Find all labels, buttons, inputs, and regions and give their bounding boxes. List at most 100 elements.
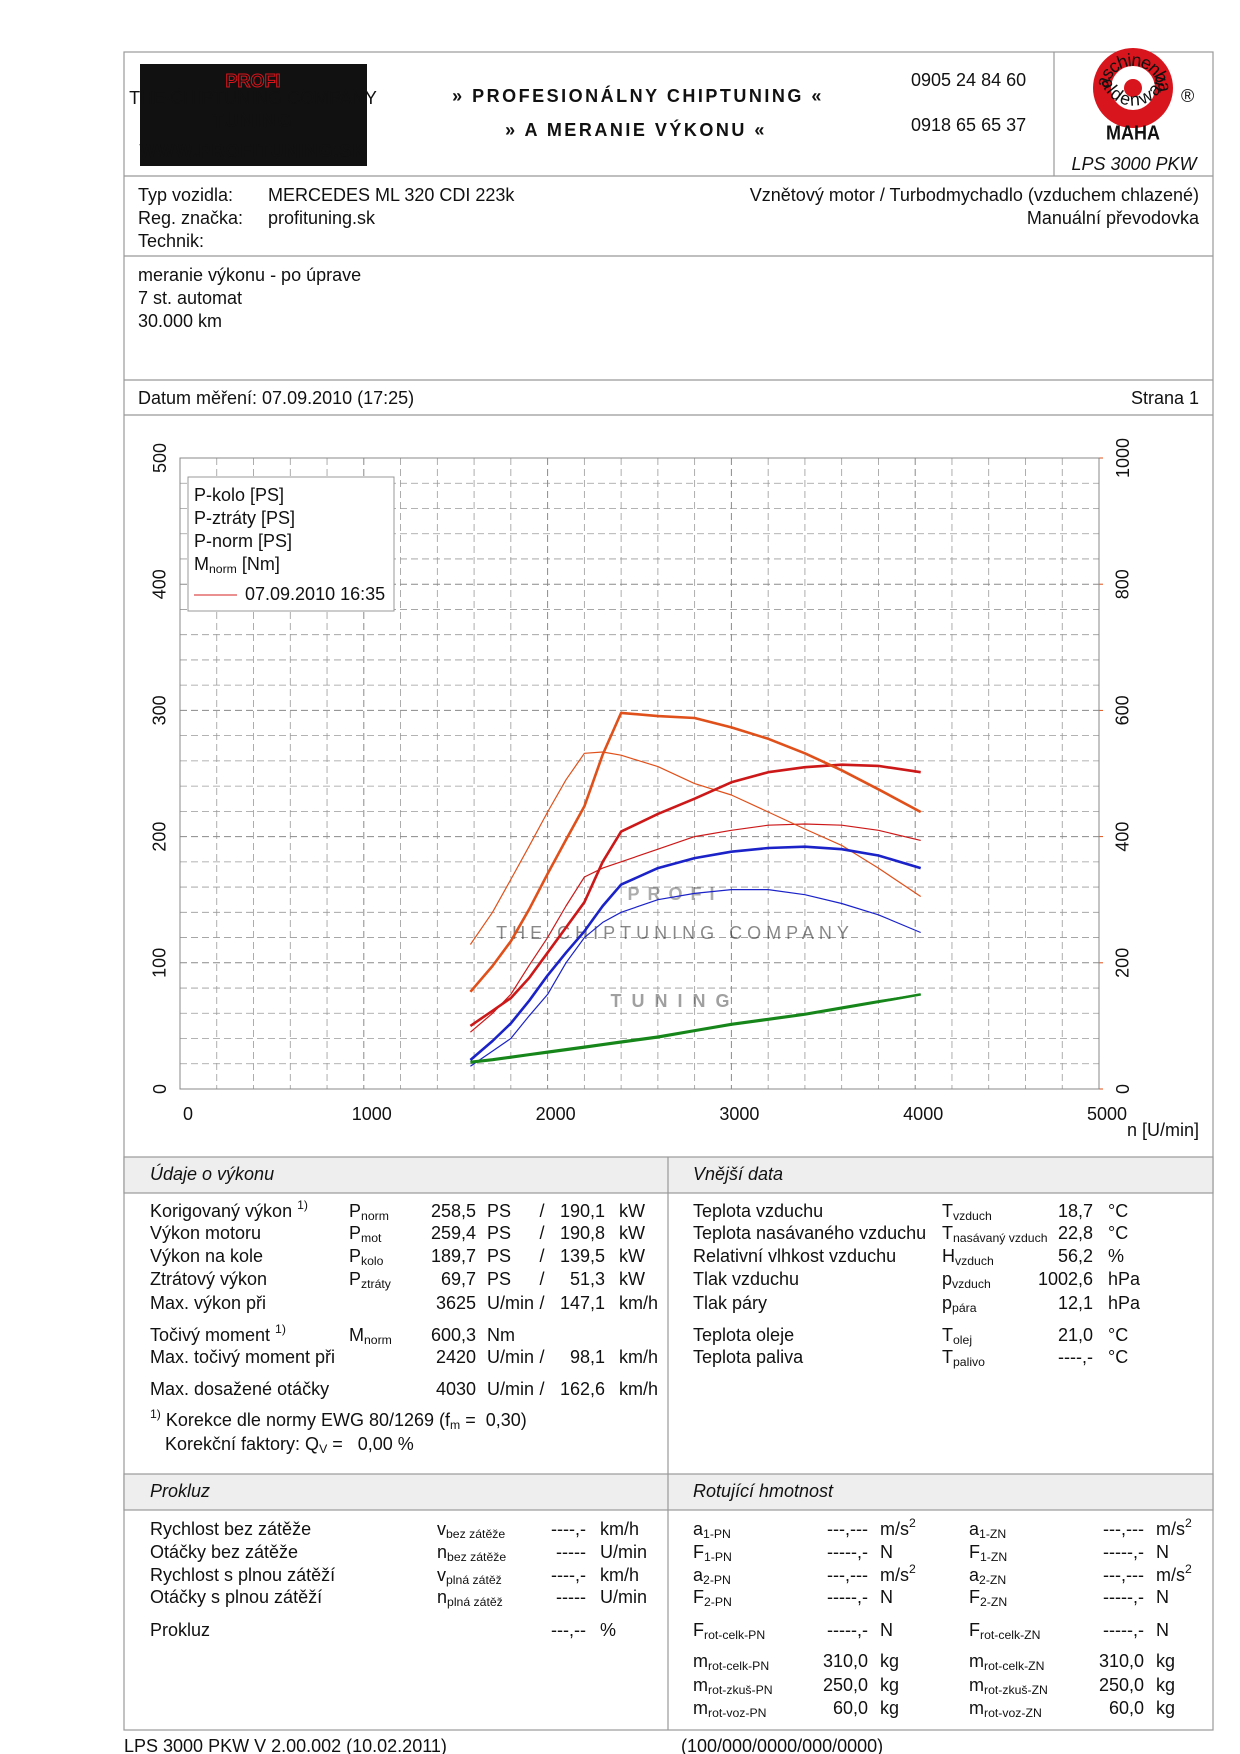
subscript: norm bbox=[364, 1333, 392, 1347]
cell-symbol: mrot-zkuš-ZN bbox=[969, 1675, 1048, 1697]
cell-unit: °C bbox=[1108, 1201, 1128, 1221]
x-tick-label: 2000 bbox=[536, 1104, 576, 1124]
text-part: P bbox=[349, 1246, 361, 1266]
text-part: Korekční faktory: Q bbox=[165, 1434, 319, 1454]
cell-value: 250,0 bbox=[823, 1675, 868, 1695]
cell-unit: m/s2 bbox=[880, 1562, 916, 1585]
cell-value: 310,0 bbox=[1099, 1651, 1144, 1671]
cell-sep: / bbox=[539, 1347, 544, 1367]
x-tick-label: 4000 bbox=[903, 1104, 943, 1124]
cell-symbol: mrot-celk-PN bbox=[693, 1651, 769, 1673]
logo-url: WWW.PROFITUNING.SK bbox=[140, 141, 367, 161]
comparison-line bbox=[469, 751, 922, 945]
cell-value2: 139,5 bbox=[560, 1246, 605, 1266]
text-part: T bbox=[942, 1347, 953, 1367]
subscript: rot-celk-ZN bbox=[980, 1628, 1041, 1642]
cell-symbol: ppára bbox=[942, 1293, 977, 1315]
cell-label: Teplota nasávaného vzduchu bbox=[693, 1223, 926, 1243]
x-tick-label: 1000 bbox=[352, 1104, 392, 1124]
legend-box bbox=[187, 476, 395, 612]
cell-unit: kg bbox=[1156, 1651, 1175, 1671]
field-value: profituning.sk bbox=[268, 208, 376, 228]
x-axis-label: n [U/min] bbox=[1127, 1120, 1199, 1140]
cell-symbol: a1-PN bbox=[693, 1519, 731, 1541]
cell-symbol: Hvzduch bbox=[942, 1246, 994, 1268]
y-tick-label: 300 bbox=[150, 695, 170, 725]
section-title: Prokluz bbox=[150, 1481, 210, 1501]
device-name: LPS 3000 PKW bbox=[1071, 154, 1198, 174]
comparison-line bbox=[470, 823, 921, 1033]
cell-sep: / bbox=[539, 1246, 544, 1266]
x-tick-label: 3000 bbox=[719, 1104, 759, 1124]
text-part: F bbox=[969, 1587, 980, 1607]
cell-symbol: vbez zátěže bbox=[437, 1519, 505, 1541]
cell-value: ---,--- bbox=[1103, 1565, 1144, 1585]
y-tick-label: 200 bbox=[150, 822, 170, 852]
cell-label: Rychlost s plnou zátěží bbox=[150, 1565, 335, 1585]
cell-unit: °C bbox=[1108, 1347, 1128, 1367]
cell-value: ----- bbox=[556, 1587, 586, 1607]
cell-value: -----,- bbox=[827, 1542, 868, 1562]
chart: 0 1000 2000 3000 4000 50000100200300400500020… bbox=[150, 438, 1199, 1140]
cell-value: 18,7 bbox=[1058, 1201, 1093, 1221]
logo-bottom: TUNING bbox=[213, 111, 294, 131]
subscript: vzduch bbox=[952, 1277, 991, 1291]
subscript: 2-PN bbox=[703, 1573, 731, 1587]
subscript: rot-celk-PN bbox=[708, 1659, 769, 1673]
cell-sep: / bbox=[539, 1293, 544, 1313]
text-part: P bbox=[349, 1223, 361, 1243]
subscript: pára bbox=[952, 1301, 977, 1315]
cell-unit: kg bbox=[880, 1651, 899, 1671]
cell-value: ---,--- bbox=[827, 1519, 868, 1539]
text-part: n bbox=[437, 1542, 447, 1562]
subscript: vzduch bbox=[955, 1254, 994, 1268]
text-part: = 0,00 % bbox=[327, 1434, 414, 1454]
subscript: rot-celk-ZN bbox=[984, 1659, 1045, 1673]
page-number: Strana 1 bbox=[1131, 388, 1199, 408]
note-line: 7 st. automat bbox=[138, 288, 242, 308]
footer-text: LPS 3000 PKW V 2.00.002 (10.02.2011) bbox=[124, 1736, 447, 1754]
cell-symbol: Tvzduch bbox=[942, 1201, 992, 1223]
cell-label: Točivý moment 1) bbox=[150, 1322, 286, 1345]
cell-symbol: Tolej bbox=[942, 1325, 972, 1347]
field-label: Technik: bbox=[138, 231, 204, 251]
cell-symbol: mrot-zkuš-PN bbox=[693, 1675, 773, 1697]
cell-label: Teplota vzduchu bbox=[693, 1201, 823, 1221]
cell-label: Tlak vzduchu bbox=[693, 1269, 799, 1289]
superscript: 2 bbox=[1185, 1516, 1192, 1530]
maha-logo: MAHA bbox=[1106, 121, 1160, 144]
cell-sep: / bbox=[539, 1201, 544, 1221]
cell-unit: PS bbox=[487, 1246, 511, 1266]
subscript: 1-ZN bbox=[979, 1527, 1006, 1541]
y-tick-label: 400 bbox=[150, 569, 170, 599]
cell-value: ----- bbox=[556, 1542, 586, 1562]
header-subtitle: » A MERANIE VÝKONU « bbox=[505, 119, 767, 140]
cell-value: ---,--- bbox=[1103, 1519, 1144, 1539]
text-part: H bbox=[942, 1246, 955, 1266]
cell-value: 3625 bbox=[436, 1293, 476, 1313]
cell-unit2: kW bbox=[619, 1223, 645, 1243]
section-title: Údaje o výkonu bbox=[150, 1163, 274, 1184]
cell-value: 1002,6 bbox=[1038, 1269, 1093, 1289]
cell-symbol: Pkolo bbox=[349, 1246, 384, 1268]
cell-value: -----,- bbox=[1103, 1620, 1144, 1640]
cell-unit: PS bbox=[487, 1201, 511, 1221]
y-tick-label: 0 bbox=[150, 1084, 170, 1094]
text-part: F bbox=[693, 1587, 704, 1607]
subscript: 2-PN bbox=[704, 1595, 732, 1609]
text-part: m/s bbox=[880, 1565, 909, 1585]
footnote: Korekční faktory: QV = 0,00 % bbox=[165, 1434, 414, 1456]
subscript: 2-ZN bbox=[980, 1595, 1007, 1609]
text-part: T bbox=[942, 1325, 953, 1345]
text-part: = 0,30) bbox=[460, 1410, 527, 1430]
cell-label: Výkon na kole bbox=[150, 1246, 263, 1266]
text-part: p bbox=[942, 1269, 952, 1289]
cell-unit: U/min bbox=[487, 1347, 534, 1367]
comparison-line bbox=[470, 889, 921, 1067]
cell-unit: kg bbox=[1156, 1698, 1175, 1718]
cell-symbol: a2-ZN bbox=[969, 1565, 1006, 1587]
cell-value2: 51,3 bbox=[570, 1269, 605, 1289]
cell-symbol: a2-PN bbox=[693, 1565, 731, 1587]
text-part: m bbox=[693, 1698, 708, 1718]
